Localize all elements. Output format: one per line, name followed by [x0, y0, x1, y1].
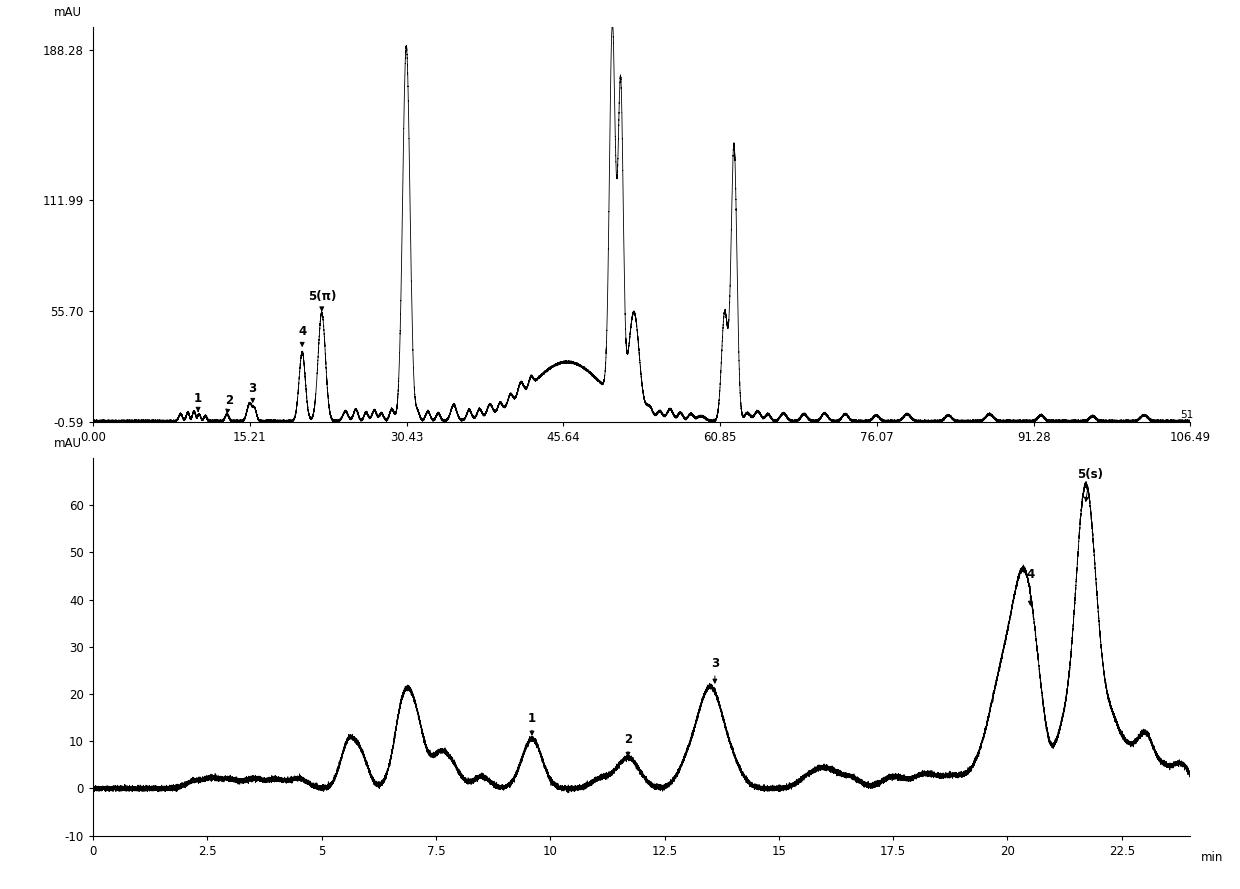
Text: 51: 51: [1180, 410, 1193, 420]
Text: min: min: [1202, 851, 1224, 864]
Text: 1: 1: [193, 392, 202, 412]
Text: 3: 3: [249, 382, 257, 403]
Text: 3: 3: [711, 657, 719, 683]
Text: 5(π): 5(π): [308, 290, 336, 311]
Text: mAU: mAU: [55, 5, 82, 19]
Text: 4: 4: [298, 325, 306, 346]
Text: 2: 2: [624, 733, 632, 757]
Text: 5(s): 5(s): [1076, 469, 1102, 501]
Text: 1: 1: [528, 712, 536, 735]
Text: 2: 2: [224, 395, 233, 413]
Text: 4: 4: [1027, 568, 1034, 605]
Text: mAU: mAU: [55, 437, 82, 450]
